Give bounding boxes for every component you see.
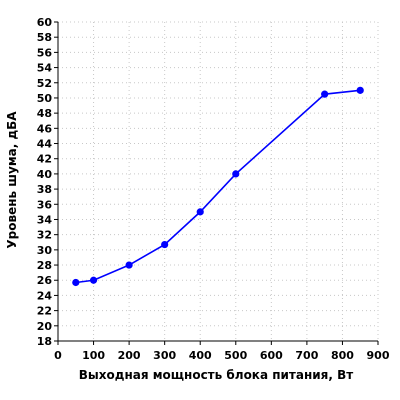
data-point — [89, 276, 98, 284]
y-tick-label: 50 — [37, 92, 53, 105]
y-tick-label: 46 — [37, 122, 53, 135]
data-point — [125, 261, 133, 269]
y-tick-label: 52 — [37, 77, 52, 90]
x-tick-label: 800 — [331, 349, 354, 362]
y-tick-label: 40 — [37, 168, 53, 181]
y-tick-label: 54 — [37, 62, 53, 75]
x-tick-label: 900 — [367, 349, 390, 362]
x-axis-ticks: 0 100 200 300 400 500 600 700 800 900 — [54, 341, 390, 362]
y-tick-label: 22 — [37, 305, 52, 318]
series-line — [75, 89, 361, 284]
y-tick-label: 28 — [37, 259, 52, 272]
x-tick-label: 700 — [295, 349, 318, 362]
y-tick-label: 36 — [37, 198, 53, 211]
x-tick-label: 300 — [153, 349, 176, 362]
grid-lines — [58, 21, 379, 341]
y-tick-label: 38 — [37, 183, 52, 196]
y-tick-label: 18 — [37, 335, 52, 348]
x-axis-label: Выходная мощность блока питания, Вт — [79, 368, 354, 382]
data-point — [356, 86, 364, 94]
y-tick-label: 30 — [37, 244, 53, 257]
y-axis-ticks: 18 20 22 24 26 28 30 32 34 36 38 40 42 44 46 48 50 52 54 56… — [37, 16, 58, 348]
y-axis-label: Уровень шума, дБА — [5, 111, 19, 249]
x-tick-label: 600 — [260, 349, 283, 362]
data-point — [72, 278, 80, 287]
axes — [57, 22, 378, 342]
series-layer — [72, 86, 364, 287]
y-tick-label: 26 — [37, 274, 53, 287]
y-tick-label: 58 — [37, 31, 52, 44]
data-point — [161, 240, 169, 249]
y-tick-label: 42 — [37, 153, 52, 166]
data-point — [321, 90, 329, 98]
x-tick-label: 500 — [224, 349, 247, 362]
x-tick-label: 0 — [54, 349, 62, 362]
y-tick-label: 34 — [37, 213, 53, 226]
data-point — [196, 208, 204, 216]
y-tick-label: 24 — [37, 289, 53, 302]
y-tick-label: 20 — [37, 320, 53, 333]
y-tick-label: 32 — [37, 229, 52, 242]
x-tick-label: 100 — [82, 349, 105, 362]
x-tick-label: 400 — [189, 349, 212, 362]
y-tick-label: 48 — [37, 107, 52, 120]
y-tick-label: 60 — [37, 16, 53, 29]
y-tick-label: 56 — [37, 46, 53, 59]
data-point — [232, 170, 240, 178]
x-tick-label: 200 — [118, 349, 141, 362]
y-tick-label: 44 — [37, 138, 53, 151]
